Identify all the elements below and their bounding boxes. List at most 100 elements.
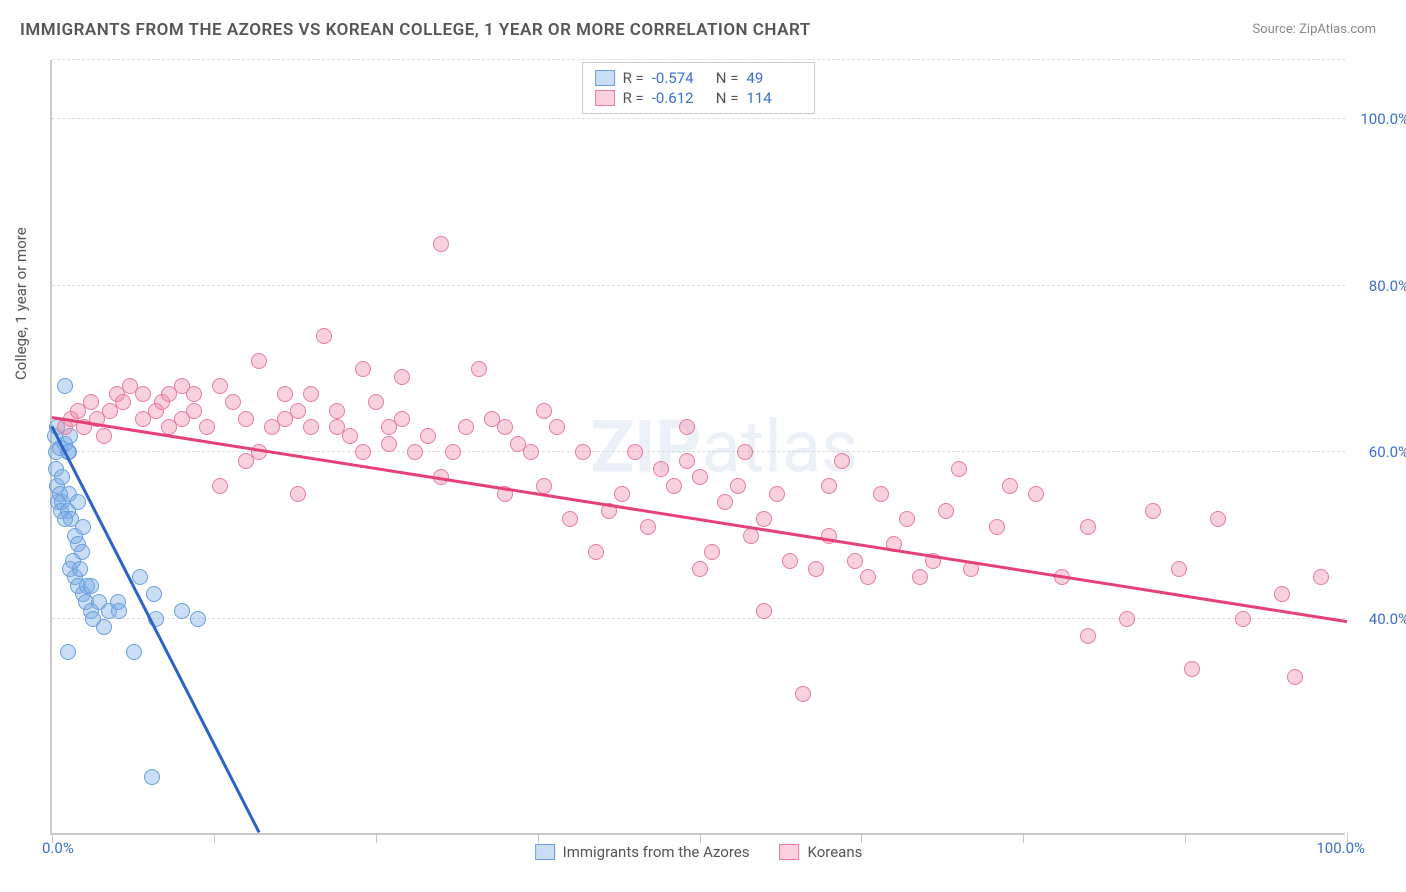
data-point	[1002, 478, 1018, 494]
data-point	[251, 353, 267, 369]
n-label: N =	[716, 69, 739, 87]
x-tick	[538, 833, 539, 843]
chart-title: IMMIGRANTS FROM THE AZORES VS KOREAN COL…	[20, 20, 811, 40]
trend-line	[52, 416, 1347, 623]
data-point	[290, 403, 306, 419]
data-point	[562, 511, 578, 527]
data-point	[614, 486, 630, 502]
data-point	[135, 386, 151, 402]
data-point	[110, 594, 126, 610]
data-point	[329, 403, 345, 419]
data-point	[860, 569, 876, 585]
data-point	[1119, 611, 1135, 627]
correlation-legend: R = -0.574 N = 49 R = -0.612 N = 114	[582, 62, 816, 114]
data-point	[186, 386, 202, 402]
source-label: Source:	[1252, 22, 1299, 37]
data-point	[873, 486, 889, 502]
data-point	[1080, 628, 1096, 644]
data-point	[782, 553, 798, 569]
data-point	[1235, 611, 1251, 627]
data-point	[199, 419, 215, 435]
data-point	[303, 386, 319, 402]
data-point	[808, 561, 824, 577]
data-point	[57, 378, 73, 394]
data-point	[549, 419, 565, 435]
data-point	[458, 419, 474, 435]
x-tick	[1023, 833, 1024, 843]
legend-label: Koreans	[808, 843, 863, 861]
legend-item-azores: Immigrants from the Azores	[535, 843, 750, 861]
data-point	[536, 403, 552, 419]
data-point	[938, 503, 954, 519]
data-point	[471, 361, 487, 377]
data-point	[653, 461, 669, 477]
x-tick	[376, 833, 377, 843]
data-point	[96, 428, 112, 444]
y-tick-label: 80.0%	[1369, 277, 1406, 295]
gridline-h	[52, 618, 1345, 619]
swatch-azores	[535, 844, 555, 860]
data-point	[1313, 569, 1329, 585]
data-point	[989, 519, 1005, 535]
x-tick	[52, 833, 53, 843]
data-point	[75, 519, 91, 535]
data-point	[316, 328, 332, 344]
x-tick	[1185, 833, 1186, 843]
data-point	[54, 469, 70, 485]
data-point	[57, 511, 73, 527]
r-label: R =	[623, 89, 644, 107]
data-point	[692, 469, 708, 485]
data-point	[83, 578, 99, 594]
x-tick	[214, 833, 215, 843]
data-point	[303, 419, 319, 435]
data-point	[679, 453, 695, 469]
data-point	[381, 436, 397, 452]
data-point	[756, 511, 772, 527]
data-point	[737, 444, 753, 460]
x-tick	[861, 833, 862, 843]
data-point	[72, 561, 88, 577]
data-point	[730, 478, 746, 494]
data-point	[144, 769, 160, 785]
x-tick	[1347, 833, 1348, 843]
data-point	[368, 394, 384, 410]
data-point	[769, 486, 785, 502]
watermark-zip: ZIP	[590, 404, 701, 489]
data-point	[70, 494, 86, 510]
data-point	[355, 361, 371, 377]
legend-item-koreans: Koreans	[780, 843, 863, 861]
data-point	[1184, 661, 1200, 677]
r-value-azores: -0.574	[652, 69, 708, 87]
x-axis-end-label: 100.0%	[1316, 839, 1365, 857]
source-value: ZipAtlas.com	[1299, 22, 1376, 37]
data-point	[536, 478, 552, 494]
data-point	[355, 444, 371, 460]
data-point	[640, 519, 656, 535]
data-point	[394, 411, 410, 427]
y-axis-label: College, 1 year or more	[12, 227, 30, 380]
watermark-atlas: atlas	[702, 404, 859, 489]
data-point	[679, 419, 695, 435]
data-point	[575, 444, 591, 460]
data-point	[692, 561, 708, 577]
y-tick-label: 60.0%	[1369, 443, 1406, 461]
data-point	[666, 478, 682, 494]
gridline-h	[52, 285, 1345, 286]
data-point	[394, 369, 410, 385]
n-label: N =	[716, 89, 739, 107]
data-point	[433, 236, 449, 252]
source-attribution: Source: ZipAtlas.com	[1252, 22, 1376, 37]
data-point	[627, 444, 643, 460]
data-point	[146, 586, 162, 602]
data-point	[115, 394, 131, 410]
data-point	[1287, 669, 1303, 685]
x-axis-start-label: 0.0%	[42, 839, 74, 857]
data-point	[96, 619, 112, 635]
data-point	[445, 444, 461, 460]
data-point	[277, 386, 293, 402]
data-point	[951, 461, 967, 477]
data-point	[1145, 503, 1161, 519]
data-point	[847, 553, 863, 569]
swatch-koreans	[595, 90, 615, 106]
data-point	[1210, 511, 1226, 527]
